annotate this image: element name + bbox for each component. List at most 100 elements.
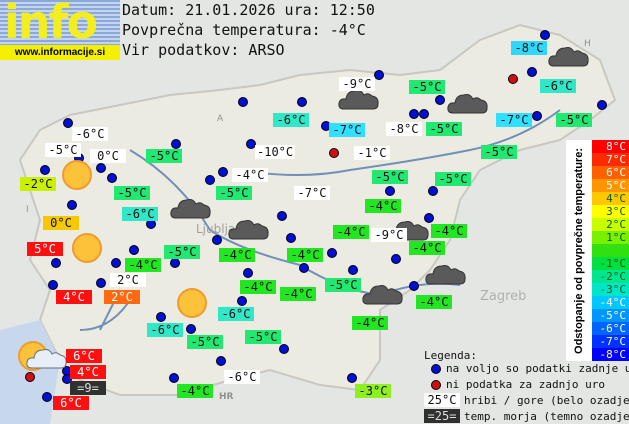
station-temperature: -5°C [146,149,182,163]
scale-step: 4°C [592,192,629,205]
station-dot-available[interactable] [107,173,117,183]
station-dot-available[interactable] [212,235,222,245]
station-dot-available[interactable] [428,186,438,196]
cloud-icon [338,87,380,111]
station-dot-available[interactable] [286,233,296,243]
cloud-icon [425,262,467,286]
scale-step: -8°C [592,348,629,361]
cloud-icon [170,196,212,220]
station-dot-available[interactable] [277,211,287,221]
station-dot-unavailable[interactable] [329,148,339,158]
station-temperature: -5°C [114,186,150,200]
average-temperature: Povprečna temperatura: -4°C [122,21,366,39]
scale-step: 5°C [592,179,629,192]
station-temperature: -5°C [435,172,471,186]
station-temperature: 4°C [70,365,106,379]
station-temperature: -5°C [45,143,81,157]
scale-step: 7°C [592,153,629,166]
station-dot-available[interactable] [96,278,106,288]
station-dot-available[interactable] [218,167,228,177]
station-dot-available[interactable] [385,186,395,196]
cloud-icon [447,91,489,115]
station-dot-available[interactable] [327,248,337,258]
station-dot-available[interactable] [62,374,72,384]
station-dot-available[interactable] [299,263,309,273]
legend-unavailable: ni podatka za zadnjo uro [446,378,605,391]
cloud-icon [362,282,404,306]
station-temperature: 0°C [90,149,126,163]
station-temperature: -4°C [280,287,316,301]
station-dot-available[interactable] [238,97,248,107]
station-dot-available[interactable] [42,392,52,402]
scale-step: -5°C [592,309,629,322]
station-temperature: -4°C [287,248,323,262]
station-dot-available[interactable] [424,213,434,223]
station-dot-available[interactable] [391,254,401,264]
station-dot-available[interactable] [532,111,542,121]
station-dot-available[interactable] [374,70,384,80]
station-dot-available[interactable] [540,30,550,40]
station-dot-available[interactable] [419,109,429,119]
station-dot-available[interactable] [348,265,358,275]
station-dot-unavailable[interactable] [25,372,35,382]
station-dot-available[interactable] [246,139,256,149]
station-dot-available[interactable] [67,200,77,210]
logo-url[interactable]: www.informacije.si [0,45,120,60]
station-temperature: -6°C [122,207,158,221]
station-dot-available[interactable] [527,67,537,77]
station-dot-available[interactable] [63,118,73,128]
station-temperature: -6°C [147,323,183,337]
station-temperature: -7°C [496,113,532,127]
station-dot-available[interactable] [170,258,180,268]
station-temperature: -5°C [245,330,281,344]
scale-step: -3°C [592,283,629,296]
station-dot-available[interactable] [216,356,226,366]
station-dot-available[interactable] [48,280,58,290]
sun-icon [177,288,207,318]
scale-step: -7°C [592,335,629,348]
data-source: Vir podatkov: ARSO [122,41,285,59]
station-temperature: -5°C [426,122,462,136]
station-dot-available[interactable] [409,109,419,119]
station-dot-available[interactable] [129,245,139,255]
station-dot-available[interactable] [40,165,50,175]
logo[interactable]: info www.informacije.si [0,0,120,60]
station-temperature: -4°C [219,248,255,262]
station-dot-available[interactable] [156,312,166,322]
station-temperature: -5°C [481,145,517,159]
station-temperature: -4°C [352,316,388,330]
station-dot-available[interactable] [205,175,215,185]
station-dot-available[interactable] [237,296,247,306]
station-dot-available[interactable] [347,373,357,383]
station-dot-available[interactable] [169,373,179,383]
station-dot-available[interactable] [297,97,307,107]
station-dot-available[interactable] [435,95,445,105]
scale-title: Odstopanje od povprečne temperature: [566,140,592,361]
red-dot-icon [431,380,441,390]
station-dot-available[interactable] [186,324,196,334]
station-dot-available[interactable] [597,100,607,110]
station-temperature: -4°C [333,225,369,239]
station-temperature: -6°C [72,127,108,141]
scale-step: 2°C [592,218,629,231]
station-dot-available[interactable] [409,281,419,291]
legend-sea-sample: =25= [424,409,460,423]
station-dot-unavailable[interactable] [508,74,518,84]
station-dot-available[interactable] [243,268,253,278]
station-dot-available[interactable] [279,344,289,354]
scale-step [592,244,629,257]
station-dot-available[interactable] [51,258,61,268]
sun-icon [62,160,92,190]
station-temperature: -5°C [409,80,445,94]
partly-cloudy-icon [26,346,68,370]
station-dot-available[interactable] [111,258,121,268]
country-i: I [26,205,29,215]
station-temperature: -10°C [255,145,296,159]
station-dot-available[interactable] [96,163,106,173]
station-dot-available[interactable] [171,139,181,149]
scale-step: -4°C [592,296,629,309]
logo-text: info [4,0,98,44]
station-temperature: -3°C [355,384,391,398]
legend-title: Legenda: [424,349,477,362]
station-temperature: -6°C [224,370,260,384]
